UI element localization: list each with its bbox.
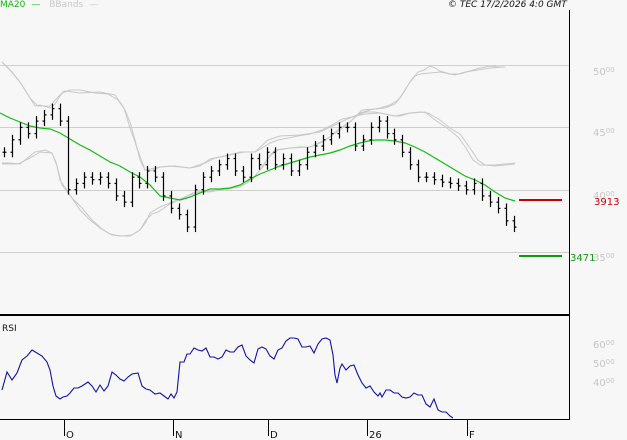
chart-legend: MA20— BBands —: [0, 0, 104, 11]
price-axis: 5000 4500 4000 3500: [593, 66, 615, 264]
svg-text:6000: 6000: [593, 339, 615, 351]
support-label: 3471: [570, 253, 595, 264]
svg-text:4500: 4500: [593, 127, 615, 139]
x-tick-feb: F: [469, 430, 475, 440]
time-axis: [64, 420, 468, 436]
svg-text:3500: 3500: [593, 252, 615, 264]
svg-text:4000: 4000: [593, 190, 615, 202]
rsi-line: [1, 337, 454, 419]
x-tick-nov: N: [175, 430, 182, 440]
x-tick-dec: D: [270, 430, 278, 440]
copyright-timestamp: © TEC 17/2/2026 4:0 GMT: [448, 0, 567, 10]
rsi-title: RSI: [2, 324, 17, 334]
ohlc-bars: [2, 103, 517, 233]
svg-text:5000: 5000: [593, 358, 615, 370]
legend-ma20[interactable]: MA20—: [0, 0, 41, 10]
legend-bbands[interactable]: BBands —: [49, 0, 99, 10]
resistance-label: 3913: [594, 197, 619, 208]
x-tick-oct: O: [66, 430, 74, 440]
svg-text:4000: 4000: [593, 377, 615, 389]
svg-text:5000: 5000: [593, 66, 615, 78]
x-tick-2026: 26: [369, 430, 382, 440]
bollinger-upper-band: [1, 61, 516, 171]
ma20-line: [0, 112, 516, 202]
rsi-axis: 6000 5000 4000: [593, 339, 615, 389]
